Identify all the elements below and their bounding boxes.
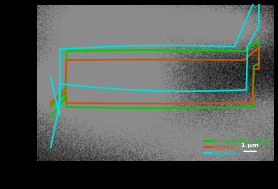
Legend: Mn Oxide/Hydroxide, rGOMO2, rGOMO1: Mn Oxide/Hydroxide, rGOMO2, rGOMO1: [202, 137, 271, 158]
Text: 1 μm: 1 μm: [241, 143, 259, 148]
X-axis label: E / V (vs Ag|AgCl,sat'd KCl): E / V (vs Ag|AgCl,sat'd KCl): [103, 176, 206, 185]
Y-axis label: Current density / Ag⁻¹: Current density / Ag⁻¹: [4, 40, 13, 125]
